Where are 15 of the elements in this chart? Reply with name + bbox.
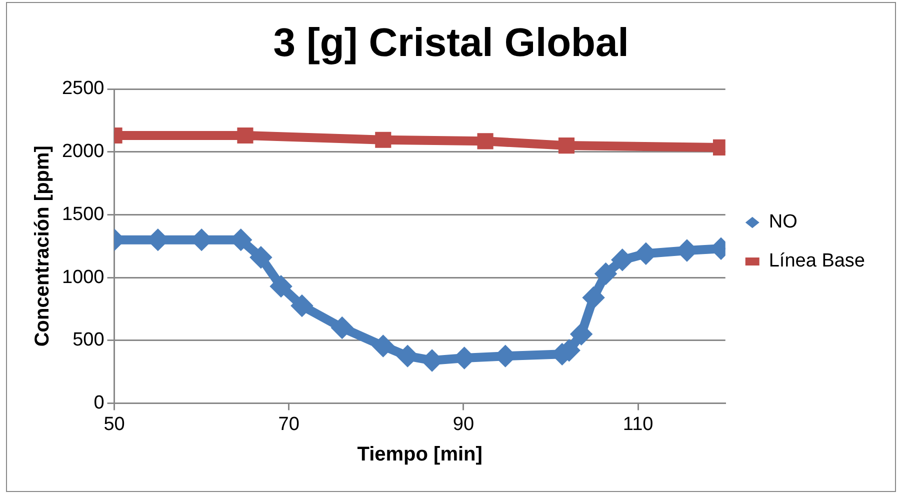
y-axis-title: Concentración [ppm] bbox=[32, 146, 54, 347]
chart-title: 3 [g] Cristal Global bbox=[273, 21, 629, 66]
y-tick-label: 500 bbox=[72, 330, 104, 351]
y-tick-label: 1500 bbox=[62, 204, 104, 225]
y-tick-label: 1000 bbox=[62, 266, 104, 288]
y-tick-label: 0 bbox=[94, 392, 104, 414]
legend-label: Línea Base bbox=[768, 250, 866, 272]
x-tick-label: 70 bbox=[278, 414, 300, 435]
y-tick-label: 2500 bbox=[62, 78, 104, 100]
x-tick-label: 110 bbox=[622, 414, 654, 435]
y-tick-label: 2000 bbox=[62, 141, 104, 162]
x-tick-label: 90 bbox=[452, 414, 474, 435]
x-axis-title: Tiempo [min] bbox=[357, 444, 482, 466]
legend-label: NO bbox=[768, 212, 798, 233]
x-tick-label: 50 bbox=[104, 414, 125, 435]
